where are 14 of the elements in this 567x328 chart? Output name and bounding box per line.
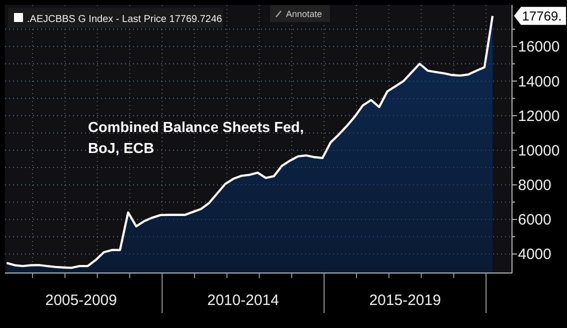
text: 17769.: [522, 8, 562, 24]
y-tick-label: 14000: [518, 73, 560, 90]
text: 2010-2014: [207, 292, 279, 309]
y-tick-label: 4000: [518, 246, 552, 264]
annotation: Annotate: [286, 9, 322, 19]
text: 2005-2009: [45, 292, 117, 309]
y-tick-label: 8000: [518, 177, 552, 194]
text: 2015-2019: [369, 292, 441, 309]
y-tick-label: 12000: [518, 108, 560, 125]
text: Combined Balance Sheets Fed, BoJ, ECB: [88, 120, 304, 157]
legend-label: .AEJCBBS G Index - Last Price 17769.7246: [27, 14, 223, 25]
y-tick-label: 16000: [518, 38, 560, 56]
y-tick-label: 6000: [518, 212, 552, 229]
y-tick-label: 10000: [518, 142, 560, 160]
